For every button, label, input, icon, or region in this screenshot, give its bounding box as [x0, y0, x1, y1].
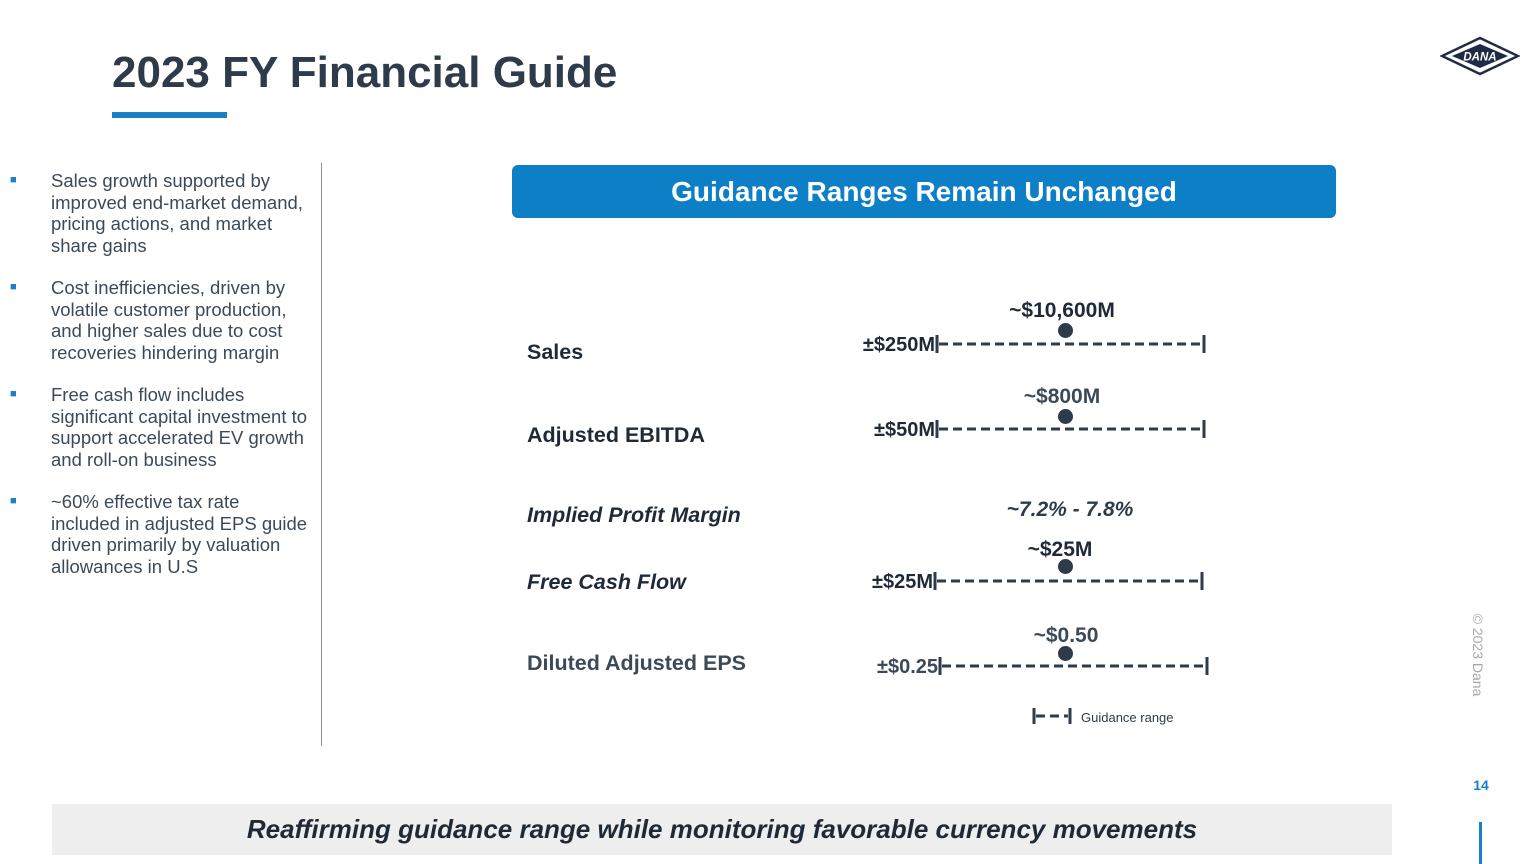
- fcf-value: ~$25M: [1027, 538, 1093, 561]
- bullet-text: ~60% effective tax rate included in adju…: [51, 491, 308, 577]
- ebitda-tolerance: ±$50M: [873, 419, 935, 441]
- ebitda-value: ~$800M: [1023, 385, 1101, 408]
- fcf-midpoint-dot: [1058, 559, 1073, 574]
- bullet-item: ■ Sales growth supported by improved end-…: [10, 170, 310, 256]
- sales-tolerance: ±$250M: [862, 334, 935, 356]
- fcf-range-bar: [933, 572, 1204, 590]
- guidance-banner: Guidance Ranges Remain Unchanged: [512, 165, 1336, 218]
- bullet-text: Free cash flow includes significant capi…: [51, 384, 308, 470]
- page-title: 2023 FY Financial Guide: [112, 48, 618, 97]
- bullet-square-icon: ■: [10, 174, 17, 186]
- guidance-range-legend-icon: [1032, 708, 1072, 724]
- eps-midpoint-dot: [1058, 646, 1073, 661]
- margin-value: ~7.2% - 7.8%: [1006, 498, 1134, 521]
- sales-midpoint-dot: [1058, 323, 1073, 338]
- page-number: 14: [1473, 777, 1489, 793]
- dana-logo: DANA: [1440, 36, 1520, 76]
- ebitda-range-bar: [935, 420, 1206, 438]
- bullet-item: ■ Free cash flow includes significant cap…: [10, 384, 310, 470]
- eps-range-bar: [938, 657, 1209, 675]
- sales-label: Sales: [527, 340, 584, 364]
- footer-takeaway: Reaffirming guidance range while monitor…: [52, 804, 1392, 855]
- bullet-square-icon: ■: [10, 388, 17, 400]
- legend-label: Guidance range: [1081, 710, 1174, 725]
- bullet-text: Cost inefficiencies, driven by volatile …: [51, 277, 287, 363]
- bullet-list: ■ Sales growth supported by improved end-…: [10, 170, 310, 598]
- column-divider: [321, 163, 322, 746]
- bullet-text: Sales growth supported by improved end-m…: [51, 170, 303, 256]
- eps-label: Diluted Adjusted EPS: [527, 651, 746, 675]
- sales-value: ~$10,600M: [1009, 299, 1115, 322]
- logo-text: DANA: [1463, 52, 1496, 64]
- bullet-square-icon: ■: [10, 495, 17, 507]
- margin-label: Implied Profit Margin: [527, 503, 741, 527]
- copyright-notice: © 2023 Dana: [1470, 613, 1486, 697]
- bullet-item: ■ ~60% effective tax rate included in adj…: [10, 491, 310, 577]
- title-underline: [112, 112, 227, 118]
- bullet-square-icon: ■: [10, 281, 17, 293]
- eps-tolerance: ±$0.25: [876, 656, 938, 678]
- ebitda-label: Adjusted EBITDA: [527, 423, 705, 447]
- page-marker: [1479, 822, 1482, 864]
- fcf-label: Free Cash Flow: [527, 570, 686, 594]
- fcf-tolerance: ±$25M: [871, 571, 933, 593]
- eps-value: ~$0.50: [1033, 624, 1099, 647]
- ebitda-midpoint-dot: [1058, 409, 1073, 424]
- sales-range-bar: [935, 335, 1206, 353]
- bullet-item: ■ Cost inefficiencies, driven by volatile…: [10, 277, 310, 363]
